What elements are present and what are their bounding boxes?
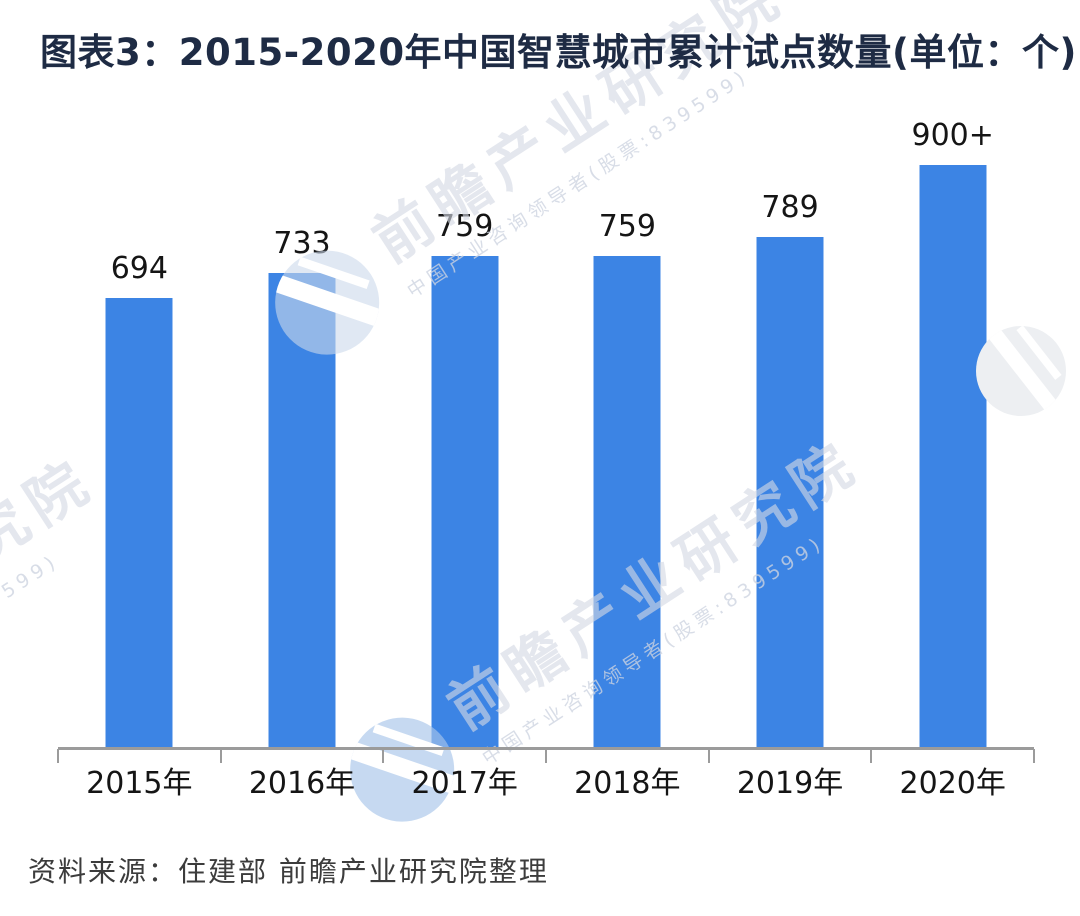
bar: [756, 237, 824, 747]
axis-ticks: [57, 100, 1035, 763]
bar-cell: 789: [709, 100, 872, 747]
axis-tick: [1033, 749, 1035, 763]
x-axis-label: 2020年: [899, 766, 1006, 801]
x-axis-labels: 2015年 2016年 2017年 2018年 2019年 2020年: [58, 762, 1034, 806]
x-axis-label: 2017年: [411, 766, 518, 801]
bar-cell: 759: [546, 100, 709, 747]
bar-value-label: 900+: [911, 118, 994, 153]
axis-tick: [219, 749, 222, 763]
bar: [105, 298, 173, 747]
x-axis-label: 2019年: [736, 766, 844, 801]
axis-tick: [57, 749, 59, 763]
bar-cell: 759: [383, 100, 546, 747]
x-axis-line: [58, 747, 1034, 750]
plot-area: 694 733 759 759 789 900+ 2015年 2016年 2017年 2018年…: [57, 100, 1035, 801]
axis-tick: [707, 749, 710, 763]
bar-value-label: 694: [110, 251, 168, 286]
bar-cell: 694: [58, 100, 221, 747]
bar: [431, 256, 499, 747]
bar-value-label: 759: [598, 209, 656, 244]
bar-cell: 900+: [871, 100, 1034, 747]
bar-value-label: 789: [761, 190, 819, 225]
x-axis-label: 2018年: [574, 766, 681, 801]
chart-title: 图表3：2015-2020年中国智慧城市累计试点数量(单位：个): [40, 31, 1077, 74]
source-note: 资料来源：住建部 前瞻产业研究院整理: [28, 855, 549, 888]
axis-tick: [382, 749, 385, 763]
bars-row: 694 733 759 759 789 900+: [58, 100, 1034, 747]
axis-tick: [870, 749, 873, 763]
bar: [593, 256, 661, 747]
bar: [919, 165, 987, 747]
x-axis-label: 2016年: [248, 766, 356, 801]
axis-tick: [545, 749, 547, 763]
x-axis-label: 2015年: [86, 766, 193, 801]
bar-value-label: 759: [436, 209, 494, 244]
